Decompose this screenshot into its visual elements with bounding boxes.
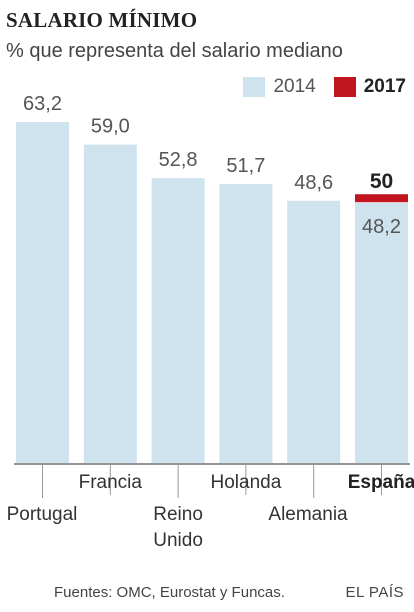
x-tick-label-3: Holanda bbox=[211, 472, 282, 493]
x-tick-label-4: Alemania bbox=[268, 504, 348, 525]
value-label-2014-5: 48,2 bbox=[362, 216, 401, 238]
x-tick-label-2-line-1: Unido bbox=[153, 530, 203, 551]
value-label-2014-0: 63,2 bbox=[23, 93, 62, 115]
x-tick-label-5: España bbox=[348, 472, 414, 493]
value-label-2014-1: 59,0 bbox=[91, 116, 130, 138]
bar-2014-0 bbox=[16, 122, 69, 463]
x-tick-label-1: Francia bbox=[79, 472, 143, 493]
bar-2014-5 bbox=[355, 203, 408, 463]
value-label-2014-4: 48,6 bbox=[294, 172, 333, 194]
brand-label: EL PAÍS bbox=[345, 584, 404, 601]
bar-2014-1 bbox=[84, 145, 137, 463]
source-note: Fuentes: OMC, Eurostat y Funcas. bbox=[54, 584, 285, 601]
bar-2014-2 bbox=[152, 178, 205, 463]
x-tick-label-2-line-0: Reino bbox=[153, 504, 203, 525]
x-tick-label-0: Portugal bbox=[7, 504, 78, 525]
bar-2017-5 bbox=[355, 194, 408, 202]
value-label-2014-2: 52,8 bbox=[159, 149, 198, 171]
bar-2014-4 bbox=[287, 201, 340, 463]
value-label-2017-5: 50 bbox=[370, 170, 393, 193]
value-label-2014-3: 51,7 bbox=[226, 155, 265, 177]
bar-2014-3 bbox=[219, 184, 272, 463]
